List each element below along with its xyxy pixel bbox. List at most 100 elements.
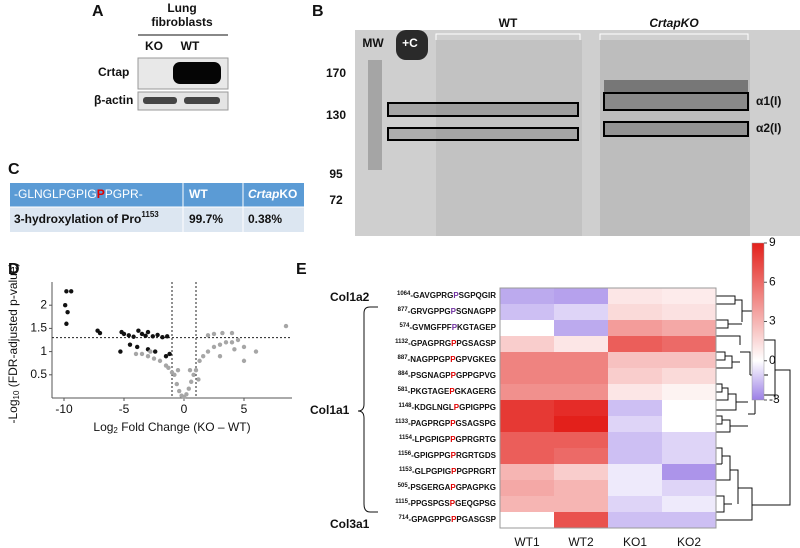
band (184, 97, 220, 104)
band (396, 30, 428, 60)
point (64, 321, 69, 326)
point (167, 351, 172, 357)
heat-cell (662, 320, 716, 336)
heat-cell (500, 416, 554, 432)
heat-cell (554, 368, 608, 384)
heat-cell (662, 448, 716, 464)
lanes (436, 40, 582, 236)
point (189, 379, 194, 384)
color-bar (751, 242, 765, 401)
heat-cell (554, 432, 608, 448)
point (229, 330, 235, 336)
band-box (603, 121, 749, 137)
heat-cell (500, 384, 554, 400)
heat-cell (554, 288, 608, 304)
sequence-part: -GAVGPRG (410, 291, 453, 300)
heat-cell (662, 400, 716, 416)
superscript: 1153 (141, 210, 159, 219)
row-label: 714-GPAGPPGPPGASGSP (399, 515, 497, 525)
sequence-part: -GPAGPRG (408, 339, 451, 348)
column-header-part: KO (279, 187, 297, 201)
marker-label: 130 (326, 108, 346, 122)
point (127, 342, 133, 347)
row-label: β-actin (94, 93, 133, 107)
label-part: Fold Change (KO – WT) (118, 420, 251, 434)
sequence-part: PGSAGSP (456, 339, 496, 348)
sequence-number: 1153 (399, 467, 413, 473)
heat-cell (500, 432, 554, 448)
sequence-part: -GVMGFPF (409, 323, 451, 332)
heat-cell (500, 400, 554, 416)
point (64, 289, 69, 294)
point (217, 342, 223, 347)
heat-cell (662, 352, 716, 368)
panel-label: C (8, 161, 20, 178)
point (232, 347, 237, 352)
modified-site: P (451, 467, 457, 476)
point (155, 332, 160, 338)
column-label: WT2 (568, 535, 594, 548)
point (229, 340, 235, 345)
point (217, 354, 223, 359)
panel-label: B (312, 3, 324, 20)
point (97, 330, 103, 336)
point (191, 372, 196, 377)
heatmap-border (499, 287, 717, 529)
sequence-number: 1133 (395, 419, 409, 425)
blot (137, 91, 229, 111)
band-label: α2(I) (756, 121, 781, 135)
group-label: CrtapKO (649, 16, 699, 30)
sequence-number: 1064 (397, 291, 411, 297)
modified-site: P (453, 291, 459, 300)
row-label: 1132-GPAGPRGPPGSAGSP (395, 339, 497, 349)
modified-site: P (451, 339, 457, 348)
x-tick-label: 0 (181, 402, 188, 416)
heat-cell (662, 496, 716, 512)
point (148, 349, 153, 354)
point (126, 333, 131, 338)
sequence-part: -GPIGPPG (411, 451, 451, 460)
heat-cell (554, 464, 608, 480)
heat-cell (500, 304, 554, 320)
sequence-part: -PKGTAGE (408, 387, 450, 396)
label-part: -Log (6, 399, 20, 423)
point (201, 354, 206, 359)
heat-cell (554, 336, 608, 352)
band (143, 97, 177, 104)
row-label: 3-hydroxylation of Pro1153 (14, 210, 159, 226)
group-label: WT (499, 16, 518, 30)
sequence-part: -GLPGPIG (412, 467, 451, 476)
point (184, 392, 189, 397)
point (253, 349, 259, 354)
point (139, 331, 145, 337)
group-label: Col3a1 (330, 517, 370, 531)
point (283, 323, 289, 329)
band (604, 80, 748, 92)
row-label: 505-PSGERGAPGPAGPKG (398, 483, 496, 493)
heat-cell (662, 368, 716, 384)
modified-site: P (449, 387, 455, 396)
cell: 99.7% (189, 212, 223, 226)
heat-cell (608, 400, 662, 416)
heat-cell (662, 384, 716, 400)
column-label: WT1 (514, 535, 540, 548)
row-label: 574-GVMGFPFPKGTAGEP (399, 323, 496, 333)
blot-title: Lung (167, 1, 196, 15)
point (174, 381, 179, 387)
heat-cell (500, 352, 554, 368)
x-tick-label: 5 (241, 402, 248, 416)
color-tick-label: 6 (769, 274, 776, 288)
point (241, 358, 247, 364)
sequence-number: 714 (399, 515, 410, 521)
marker-label: 170 (326, 66, 346, 80)
sequence-part: -GPAGPPG (409, 515, 452, 524)
heat-cell (608, 304, 662, 320)
band-box (387, 127, 579, 141)
x-tick-label: -5 (119, 402, 130, 416)
heat-cell (500, 448, 554, 464)
modified-site: P (454, 403, 460, 412)
ladder (368, 60, 382, 170)
heat-cell (608, 464, 662, 480)
sequence-part: GKAGERG (455, 387, 496, 396)
point (153, 349, 158, 354)
